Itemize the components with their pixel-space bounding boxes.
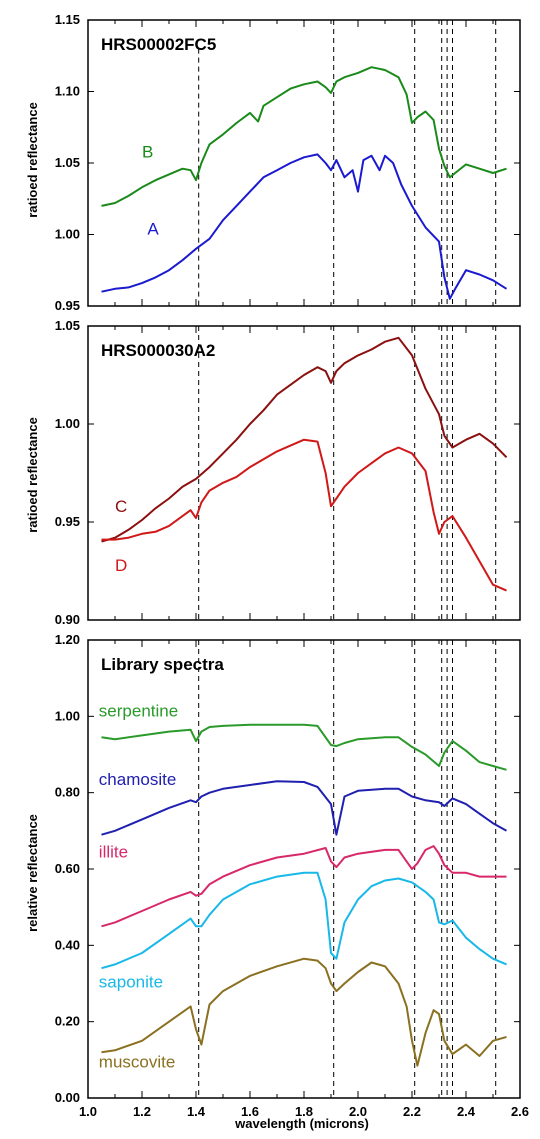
panel-2-y-axis-title: ratioed reflectance — [25, 417, 40, 533]
series-line-saponite — [101, 871, 507, 970]
panel-2-frame — [87, 325, 521, 621]
x-tick-label: 2.4 — [457, 1104, 476, 1119]
y-tick-label: 1.00 — [55, 708, 80, 723]
series-label-d: D — [115, 556, 127, 575]
series-line-illite — [101, 845, 507, 928]
y-tick-label: 0.95 — [55, 514, 80, 529]
x-tick-label: 2.0 — [349, 1104, 367, 1119]
x-tick-label: 1.4 — [187, 1104, 206, 1119]
x-tick-label: 1.2 — [133, 1104, 151, 1119]
x-tick-label: 2.6 — [511, 1104, 529, 1119]
y-tick-label: 0.80 — [55, 785, 80, 800]
series-label-chamosite: chamosite — [99, 770, 176, 789]
series-label-serpentine: serpentine — [99, 701, 178, 720]
y-tick-label: 1.15 — [55, 12, 80, 27]
series-line-c — [101, 336, 508, 543]
y-tick-label: 1.10 — [55, 84, 80, 99]
panel-1-y-axis-title: ratioed reflectance — [25, 102, 40, 218]
panel-1-frame — [87, 19, 521, 307]
y-tick-label: 1.00 — [55, 227, 80, 242]
x-tick-label: 1.0 — [79, 1104, 97, 1119]
series-label-b: B — [142, 142, 153, 161]
series-line-a — [101, 153, 508, 300]
y-tick-label: 0.60 — [55, 861, 80, 876]
series-label-muscovite: muscovite — [99, 1052, 176, 1071]
y-tick-label: 0.20 — [55, 1014, 80, 1029]
x-tick-label: 1.8 — [295, 1104, 313, 1119]
panel-3-y-axis-title: relative reflectance — [25, 814, 40, 932]
panel-2-title: HRS000030A2 — [101, 341, 215, 360]
series-label-c: C — [115, 497, 127, 516]
y-tick-label: 1.20 — [55, 632, 80, 647]
series-line-muscovite — [101, 957, 507, 1067]
y-tick-label: 0.40 — [55, 937, 80, 952]
y-tick-label: 0.95 — [55, 298, 80, 313]
x-axis-title: wavelength (microns) — [234, 1116, 369, 1131]
y-tick-label: 0.00 — [55, 1090, 80, 1105]
series-line-chamosite — [101, 780, 507, 836]
series-line-b — [101, 66, 507, 207]
series-line-serpentine — [101, 723, 507, 771]
panel-3-title: Library spectra — [101, 655, 224, 674]
x-tick-label: 1.6 — [241, 1104, 259, 1119]
series-label-a: A — [147, 220, 159, 239]
y-tick-label: 1.05 — [55, 155, 80, 170]
y-tick-label: 1.00 — [55, 416, 80, 431]
y-tick-label: 0.90 — [55, 612, 80, 627]
panel-1-title: HRS00002FC5 — [101, 35, 216, 54]
x-tick-label: 2.2 — [403, 1104, 421, 1119]
series-label-saponite: saponite — [99, 972, 163, 991]
series-label-illite: illite — [99, 843, 128, 862]
series-line-d — [101, 438, 507, 592]
y-tick-label: 1.05 — [55, 318, 80, 333]
